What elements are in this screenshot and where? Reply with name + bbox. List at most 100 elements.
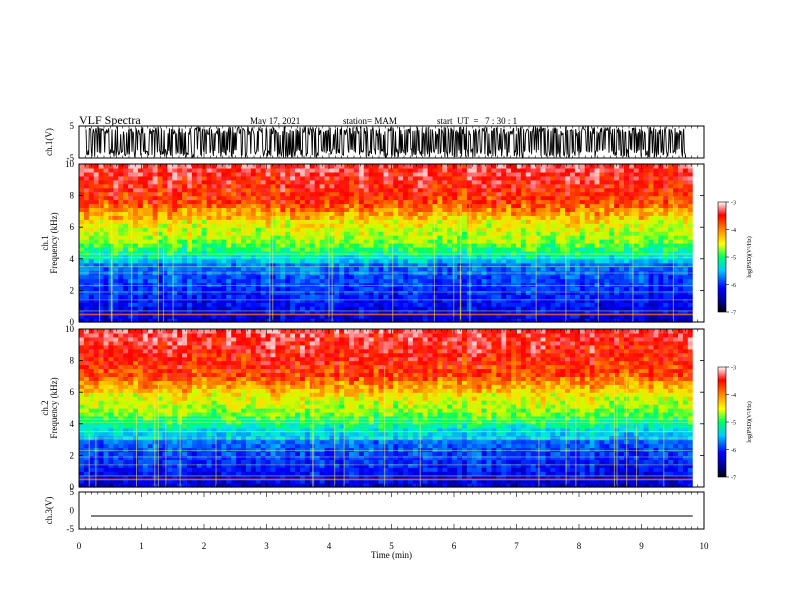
spectrogram-cell bbox=[304, 246, 311, 252]
spectrogram-cell bbox=[314, 227, 321, 232]
spectrogram-cell bbox=[299, 298, 306, 303]
spectrogram-cell bbox=[506, 250, 512, 256]
spectrogram-cell bbox=[314, 266, 321, 272]
spectrogram-cell bbox=[201, 187, 208, 193]
spectrogram-cell bbox=[373, 223, 380, 228]
spectrogram-cell bbox=[398, 306, 404, 311]
spectrogram-cell bbox=[476, 298, 483, 303]
spectrogram-cell bbox=[481, 302, 488, 307]
spectrogram-cell bbox=[604, 164, 610, 169]
spectrogram-cell bbox=[201, 227, 208, 232]
spectrogram-cell bbox=[643, 211, 650, 216]
spectrogram-cell bbox=[393, 227, 399, 232]
spectrogram-cell bbox=[535, 191, 542, 197]
spectrogram-cell bbox=[368, 262, 375, 268]
spectrogram-cell bbox=[339, 310, 345, 315]
spectrogram-cell bbox=[560, 294, 566, 299]
spectrogram-cell bbox=[191, 278, 198, 284]
spectrogram-cell bbox=[560, 239, 566, 244]
spectrogram-cell bbox=[231, 183, 237, 189]
spectrogram-cell bbox=[221, 294, 227, 299]
spectrogram-cell bbox=[295, 199, 301, 205]
spectrogram-cell bbox=[113, 215, 119, 220]
spectrogram-cell bbox=[403, 187, 409, 193]
spectrogram-cell bbox=[422, 211, 429, 216]
spectrogram-cell bbox=[481, 294, 488, 299]
spectrogram-cell bbox=[113, 167, 119, 173]
spectrogram-cell bbox=[383, 175, 389, 181]
spectrogram-cell bbox=[216, 203, 222, 209]
spectrogram-cell bbox=[191, 290, 198, 295]
spectrogram-cell bbox=[570, 290, 576, 295]
spectrogram-cell bbox=[461, 310, 468, 315]
spectrogram-cell bbox=[206, 306, 213, 311]
spectrogram-cell bbox=[226, 282, 232, 288]
spectrogram-cell bbox=[619, 318, 625, 323]
spectrogram-cell bbox=[177, 167, 183, 173]
spectrogram-cell bbox=[658, 171, 664, 177]
spectrogram-cell bbox=[79, 235, 85, 240]
spectrogram-cell bbox=[260, 203, 267, 209]
spectrogram-cell bbox=[349, 266, 355, 272]
spectrogram-cell bbox=[515, 274, 522, 280]
spectrogram-cell bbox=[427, 219, 434, 224]
spectrogram-cell bbox=[383, 239, 389, 244]
spectrogram-cell bbox=[486, 282, 493, 288]
spectrogram-cell bbox=[432, 231, 439, 236]
spectrogram-cell bbox=[162, 175, 168, 181]
spectrogram-cell bbox=[579, 286, 586, 291]
spectrogram-cell bbox=[83, 219, 90, 224]
spectrogram-cell bbox=[609, 243, 615, 248]
spectrogram-cell bbox=[579, 274, 586, 280]
spectrogram-cell bbox=[412, 282, 419, 288]
spectrogram-cell bbox=[255, 282, 262, 288]
spectrogram-cell bbox=[594, 231, 601, 236]
spectrogram-cell bbox=[599, 258, 605, 264]
spectrogram-cell bbox=[628, 219, 635, 224]
spectrogram-cell bbox=[570, 278, 576, 284]
spectrogram-cell bbox=[427, 274, 434, 280]
spectrogram-cell bbox=[265, 266, 272, 272]
spectrogram-cell bbox=[535, 171, 542, 177]
spectrogram-cell bbox=[250, 278, 257, 284]
spectrogram-cell bbox=[260, 262, 267, 268]
spectrogram-cell bbox=[520, 262, 527, 268]
spectrogram-cell bbox=[265, 179, 272, 185]
spectrogram-cell bbox=[570, 183, 576, 189]
spectrogram-cell bbox=[172, 318, 178, 323]
spectrogram-cell bbox=[373, 290, 380, 295]
spectrogram-cell bbox=[638, 278, 645, 284]
spectrogram-cell bbox=[118, 278, 124, 284]
spectrogram-cell bbox=[113, 314, 119, 319]
spectrogram-cell bbox=[624, 167, 630, 173]
spectrogram-cell bbox=[594, 219, 601, 224]
spectrogram-cell bbox=[422, 199, 429, 205]
spectrogram-cell bbox=[412, 290, 419, 295]
spectrogram-cell bbox=[83, 302, 90, 307]
spectrogram-cell bbox=[457, 187, 463, 193]
spectrogram-cell bbox=[466, 183, 473, 189]
spectrogram-cell bbox=[481, 274, 488, 280]
spectrogram-cell bbox=[93, 203, 100, 209]
spectrogram-cell bbox=[157, 195, 164, 201]
spectrogram-cell bbox=[250, 231, 257, 236]
spectrogram-cell bbox=[196, 235, 203, 240]
spectrogram-cell bbox=[624, 215, 630, 220]
spectrogram-cell bbox=[550, 183, 556, 189]
spectrogram-cell bbox=[560, 227, 566, 232]
spectrogram-cell bbox=[98, 164, 105, 169]
spectrogram-cell bbox=[152, 286, 159, 291]
spectrogram-cell bbox=[231, 207, 237, 212]
spectrogram-cell bbox=[113, 282, 119, 288]
spectrogram-cell bbox=[653, 211, 659, 216]
spectrogram-cell bbox=[324, 167, 331, 173]
spectrogram-cell bbox=[515, 258, 522, 264]
spectrogram-cell bbox=[142, 278, 149, 284]
spectrogram-cell bbox=[511, 306, 517, 311]
spectrogram-cell bbox=[211, 191, 218, 197]
spectrogram-cell bbox=[216, 278, 222, 284]
spectrogram-cell bbox=[280, 164, 286, 169]
spectrogram-cell bbox=[638, 227, 645, 232]
spectrogram-cell bbox=[560, 290, 566, 295]
spectrogram-cell bbox=[422, 274, 429, 280]
